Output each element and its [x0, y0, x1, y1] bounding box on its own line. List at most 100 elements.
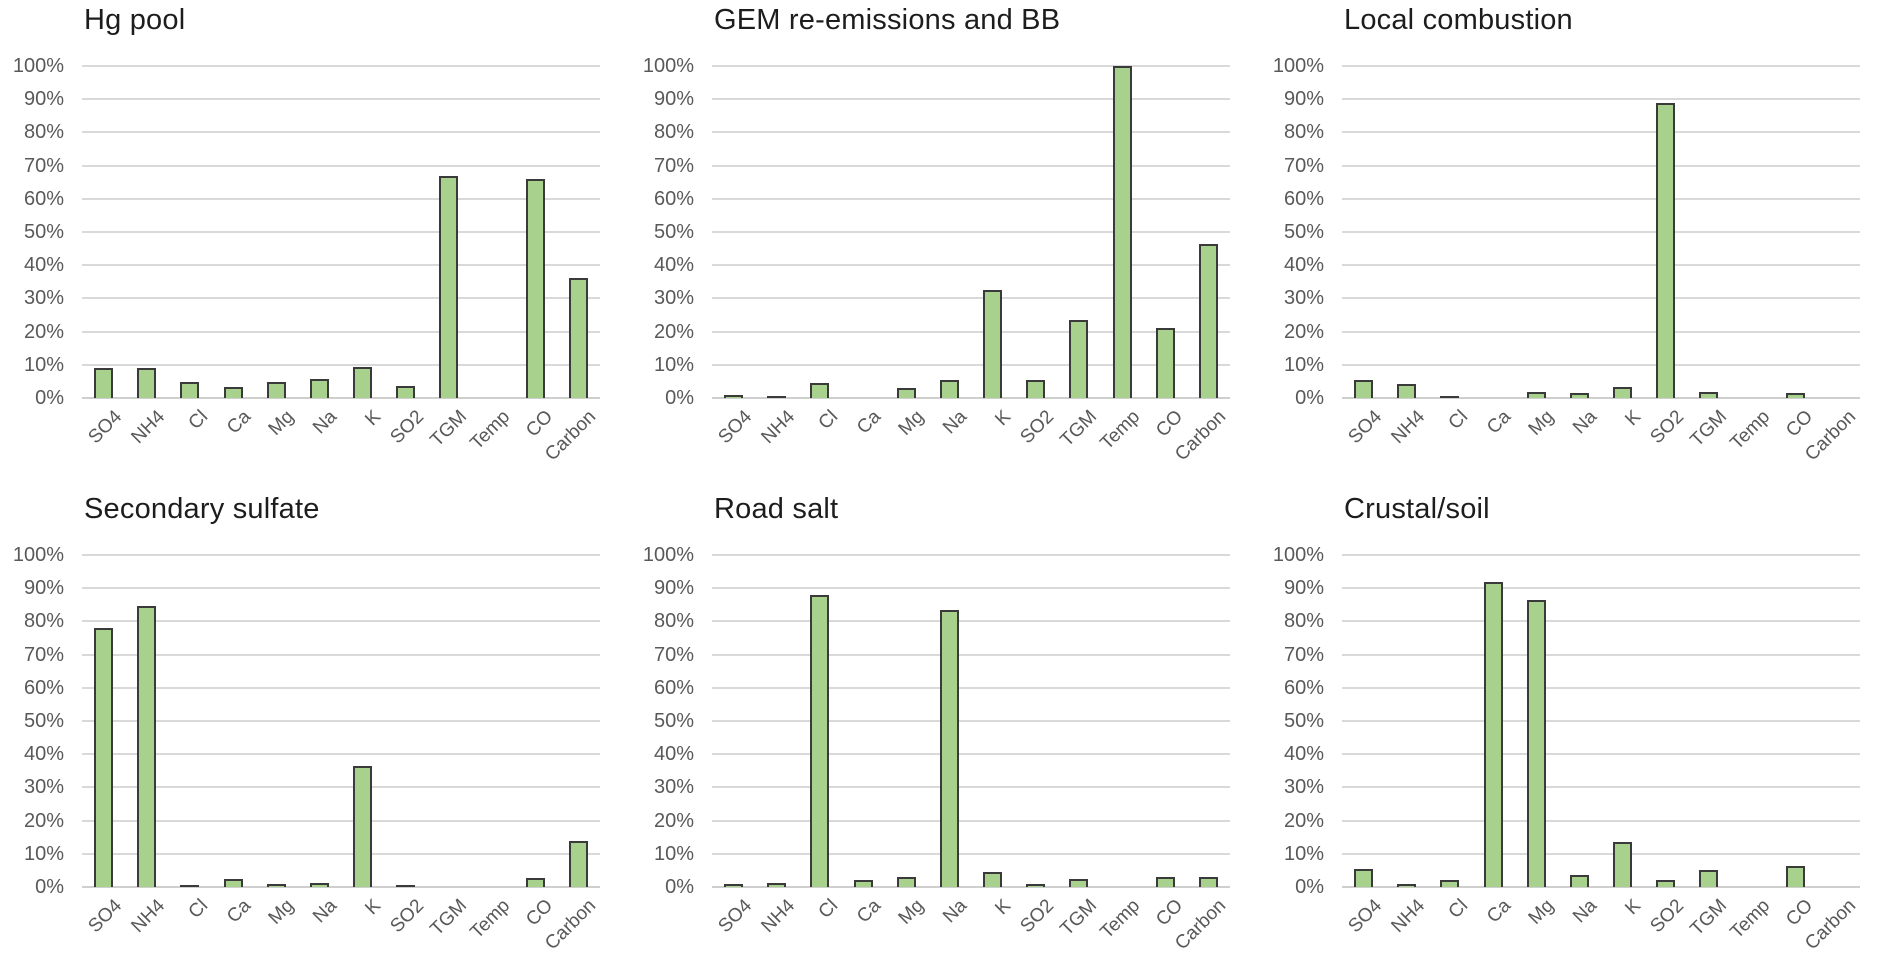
x-axis-tick-label: Ca: [223, 406, 256, 439]
bar-so4: [1354, 379, 1374, 398]
y-axis-tick-label: 70%: [1283, 154, 1324, 177]
bar-co: [1785, 393, 1805, 398]
x-axis-line: [1342, 886, 1860, 888]
bar-cl: [810, 594, 830, 887]
y-axis-tick-label: 40%: [653, 743, 694, 766]
bar-mg: [1526, 599, 1546, 887]
y-axis-tick-label: 40%: [23, 743, 64, 766]
x-axis-tick-label: Ca: [853, 895, 886, 928]
gridline: [82, 363, 600, 366]
y-axis-tick-label: 0%: [665, 876, 694, 898]
bar-co: [1155, 328, 1175, 398]
gridline: [712, 330, 1230, 333]
x-axis-line: [82, 886, 600, 888]
x-axis-tick-label: NH4: [1387, 895, 1429, 938]
y-axis-tick-label: 70%: [653, 154, 694, 177]
bar-na: [939, 609, 959, 887]
y-axis-tick-label: 70%: [1283, 643, 1324, 666]
gridline: [712, 686, 1230, 689]
bar-carbon: [1198, 877, 1218, 887]
x-axis-tick-label: NH4: [757, 895, 799, 938]
bar-so4: [94, 628, 114, 887]
x-axis-tick-label: Temp: [1096, 406, 1145, 455]
x-axis-tick-label: Ca: [1483, 895, 1516, 928]
bar-na: [1569, 393, 1589, 398]
bar-mg: [896, 388, 916, 398]
y-axis-tick-label: 10%: [1283, 353, 1324, 376]
bar-ca: [1483, 581, 1503, 887]
y-axis-tick-label: 10%: [23, 842, 64, 865]
chart-gem-re-emissions-and-bb: GEM re-emissions and BB 100% 90% 80% 70% 60%…: [630, 0, 1260, 489]
y-axis-tick-label: 40%: [1283, 254, 1324, 277]
x-axis-tick-label: Na: [939, 895, 972, 928]
gridline: [1342, 330, 1860, 333]
x-axis-tick-label: Mg: [1524, 895, 1559, 929]
x-axis-tick-label: Mg: [264, 895, 299, 929]
y-axis-tick-label: 80%: [653, 610, 694, 633]
y-axis-tick-label: 50%: [653, 221, 694, 243]
y-axis-tick-label: 20%: [23, 809, 64, 832]
bar-na: [309, 882, 329, 887]
y-axis-tick-label: 100%: [642, 55, 694, 77]
bar-so4: [1354, 869, 1374, 887]
y-axis-tick-label: 50%: [1283, 221, 1324, 243]
x-axis-tick-label: Cl: [1444, 406, 1473, 434]
chart-crustal-soil: Crustal/soil 100% 90% 80% 70% 60% 50% 40% 30% 20…: [1260, 489, 1892, 979]
x-axis-tick-label: Cl: [814, 406, 843, 434]
x-axis-tick-label: Ca: [853, 406, 886, 439]
y-axis-tick-label: 0%: [1295, 876, 1324, 898]
gridline: [712, 852, 1230, 855]
chart-title: Hg pool: [84, 4, 186, 36]
y-axis-tick-label: 40%: [23, 254, 64, 277]
gridline: [1342, 686, 1860, 689]
x-axis-tick-label: TGM: [1686, 406, 1732, 451]
gridline: [1342, 264, 1860, 267]
x-axis-tick-label: SO4: [83, 406, 126, 449]
gridline: [712, 653, 1230, 656]
chart-secondary-sulfate: Secondary sulfate 100% 90% 80% 70% 60% 50% 40%…: [0, 489, 630, 979]
gridline: [82, 197, 600, 200]
gridline: [1342, 297, 1860, 300]
y-axis-tick-label: 90%: [23, 88, 64, 111]
bar-ca: [223, 878, 243, 887]
x-axis-tick-label: Na: [1569, 895, 1602, 928]
x-axis-tick-label: SO2: [1646, 406, 1688, 449]
x-axis-tick-label: K: [360, 406, 385, 431]
gridline: [712, 620, 1230, 623]
y-axis-tick-label: 0%: [665, 387, 694, 409]
chart-local-combustion: Local combustion 100% 90% 80% 70% 60% 50% 40% 3…: [1260, 0, 1892, 489]
bar-so2: [396, 885, 416, 887]
y-axis-tick-label: 80%: [1283, 610, 1324, 633]
gridline: [82, 786, 600, 789]
bar-mg: [266, 382, 286, 398]
y-axis-tick-label: 50%: [1283, 710, 1324, 732]
gridline: [1342, 197, 1860, 200]
y-axis-tick-label: 80%: [653, 121, 694, 144]
x-axis-tick-label: Cl: [184, 406, 213, 434]
x-axis-tick-label: SO2: [1646, 895, 1688, 938]
bar-so2: [1026, 884, 1046, 887]
y-axis-tick-label: 70%: [653, 643, 694, 666]
y-axis-tick-label: 40%: [653, 254, 694, 277]
plot-area: [82, 554, 600, 888]
x-axis-tick-label: NH4: [1387, 406, 1429, 449]
bar-carbon: [568, 278, 588, 398]
gridline: [82, 653, 600, 656]
y-axis-tick-label: 10%: [653, 353, 694, 376]
x-axis-tick-label: TGM: [1056, 406, 1102, 451]
y-axis-tick-label: 90%: [653, 88, 694, 111]
bar-carbon: [1198, 243, 1218, 398]
x-axis-tick-label: Temp: [1726, 895, 1775, 944]
y-axis-tick-label: 60%: [653, 187, 694, 210]
gridline: [712, 819, 1230, 822]
gridline: [712, 587, 1230, 590]
gridline: [1342, 98, 1860, 101]
gridline: [82, 620, 600, 623]
y-axis-tick-label: 50%: [23, 221, 64, 243]
y-axis-tick-label: 0%: [35, 387, 64, 409]
gridline: [1342, 786, 1860, 789]
x-axis-tick-label: Cl: [1444, 895, 1473, 923]
bar-mg: [266, 883, 286, 887]
gridline: [1342, 653, 1860, 656]
